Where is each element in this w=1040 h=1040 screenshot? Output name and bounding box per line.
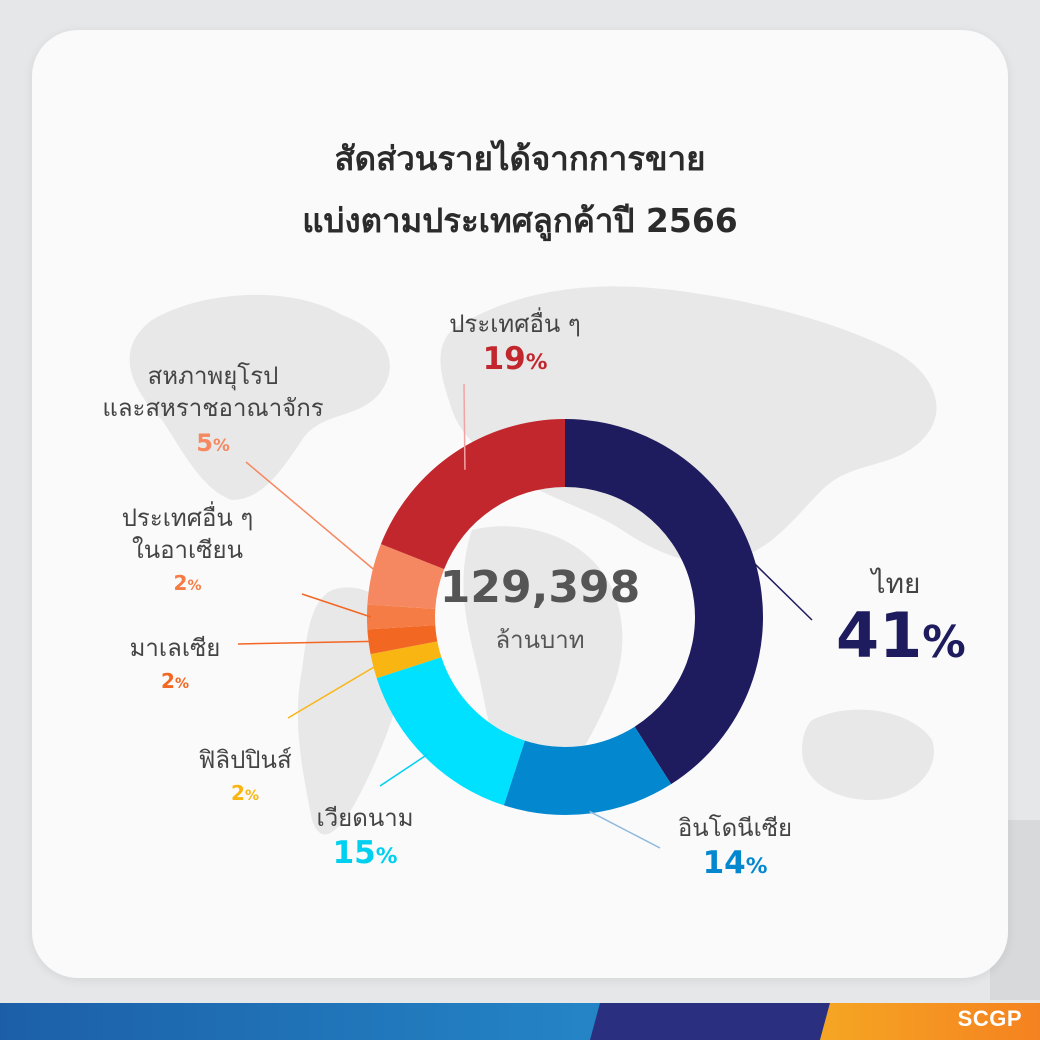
label-vietnam-name: เวียดนาม	[316, 804, 414, 832]
label-indonesia: อินโดนีเซีย 14%	[650, 812, 820, 886]
label-malaysia-pct: 2%	[161, 669, 189, 693]
donut-slice-7	[380, 419, 565, 570]
label-other-asean-pct: 2%	[173, 571, 202, 595]
title-line-1: สัดส่วนรายได้จากการขาย	[334, 139, 706, 178]
label-other-countries: ประเทศอื่น ๆ 19%	[420, 308, 610, 382]
footer-bar	[0, 1003, 1040, 1040]
label-thailand-pct: 41%	[836, 599, 966, 672]
donut-slice-2	[376, 657, 525, 806]
label-thailand: ไทย 41%	[836, 567, 966, 679]
donut-slice-1	[503, 726, 672, 815]
leader-line-2	[379, 753, 429, 787]
leader-line-0	[752, 561, 813, 621]
brand-logo: SCGP	[957, 1006, 1022, 1031]
label-other-countries-pct: 19%	[482, 341, 548, 377]
label-other-asean: ประเทศอื่น ๆ ในอาเซียน 2%	[100, 502, 275, 603]
label-vietnam-pct: 15%	[332, 835, 398, 871]
chart-title: สัดส่วนรายได้จากการขาย แบ่งตามประเทศลูกค…	[32, 128, 1008, 252]
label-philippines-pct: 2%	[231, 781, 259, 805]
title-line-2: แบ่งตามประเทศลูกค้าปี 2566	[302, 201, 738, 240]
leader-line-1	[589, 810, 661, 849]
label-thailand-name: ไทย	[871, 567, 921, 600]
label-vietnam: เวียดนาม 15%	[290, 802, 440, 876]
donut-slice-0	[565, 419, 763, 785]
donut-slice-3	[370, 641, 442, 679]
leader-line-3	[287, 664, 378, 719]
label-philippines-name: ฟิลิปปินส์	[198, 746, 292, 774]
center-total-unit: ล้านบาท	[495, 626, 585, 654]
leader-line-4	[237, 640, 373, 645]
label-eu-uk-name-1: สหภาพยุโรป	[147, 362, 279, 390]
label-malaysia: มาเลเซีย 2%	[110, 632, 240, 701]
donut-slice-6	[367, 544, 445, 609]
center-total-value: 129,398	[439, 562, 641, 613]
donut-slice-4	[367, 625, 438, 655]
label-eu-uk-name-2: และสหราชอาณาจักร	[102, 394, 324, 422]
label-other-asean-name-1: ประเทศอื่น ๆ	[121, 504, 254, 532]
label-eu-uk: สหภาพยุโรป และสหราชอาณาจักร 5%	[78, 360, 348, 464]
label-other-asean-name-2: ในอาเซียน	[132, 536, 243, 564]
label-indonesia-name: อินโดนีเซีย	[677, 814, 793, 842]
label-indonesia-pct: 14%	[702, 845, 768, 881]
donut-slice-5	[367, 604, 436, 630]
label-philippines: ฟิลิปปินส์ 2%	[170, 744, 320, 813]
leader-line-7	[463, 383, 466, 470]
label-malaysia-name: มาเลเซีย	[129, 634, 221, 662]
label-other-countries-name: ประเทศอื่น ๆ	[449, 310, 581, 338]
leader-line-6	[245, 461, 383, 577]
leader-line-5	[301, 593, 372, 618]
label-eu-uk-pct: 5%	[196, 429, 230, 457]
